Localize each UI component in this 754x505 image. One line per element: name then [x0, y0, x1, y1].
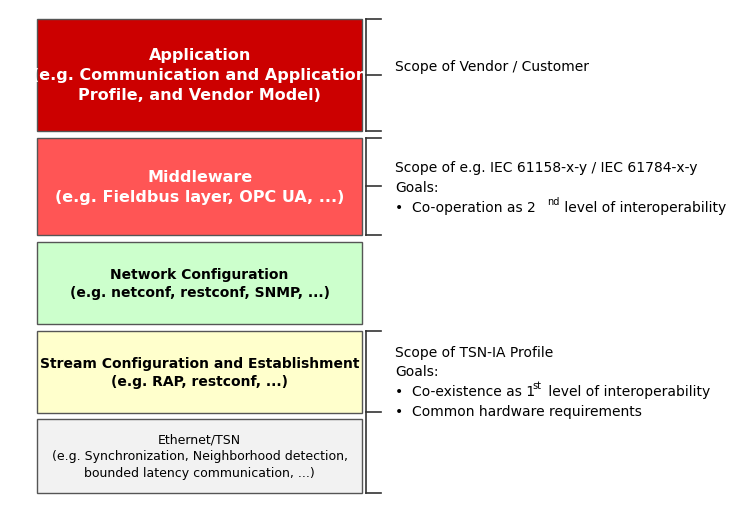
Text: nd: nd: [547, 197, 559, 207]
Text: Scope of TSN-IA Profile: Scope of TSN-IA Profile: [396, 345, 553, 360]
Text: st: st: [532, 380, 541, 390]
Text: •  Common hardware requirements: • Common hardware requirements: [396, 404, 642, 418]
Text: Goals:: Goals:: [396, 364, 439, 378]
Text: Ethernet/TSN
(e.g. Synchronization, Neighborhood detection,
bounded latency comm: Ethernet/TSN (e.g. Synchronization, Neig…: [52, 432, 348, 479]
FancyBboxPatch shape: [37, 139, 362, 235]
FancyBboxPatch shape: [37, 242, 362, 324]
Text: Middleware
(e.g. Fieldbus layer, OPC UA, ...): Middleware (e.g. Fieldbus layer, OPC UA,…: [55, 170, 345, 205]
Text: Scope of Vendor / Customer: Scope of Vendor / Customer: [396, 60, 590, 74]
Text: Network Configuration
(e.g. netconf, restconf, SNMP, ...): Network Configuration (e.g. netconf, res…: [69, 267, 329, 299]
Text: level of interoperability: level of interoperability: [560, 201, 727, 215]
Text: Stream Configuration and Establishment
(e.g. RAP, restconf, ...): Stream Configuration and Establishment (…: [40, 357, 360, 389]
Text: Scope of e.g. IEC 61158-x-y / IEC 61784-x-y: Scope of e.g. IEC 61158-x-y / IEC 61784-…: [396, 161, 698, 174]
FancyBboxPatch shape: [37, 332, 362, 413]
FancyBboxPatch shape: [37, 419, 362, 492]
Text: •  Co-operation as 2: • Co-operation as 2: [396, 201, 536, 215]
Text: level of interoperability: level of interoperability: [544, 384, 710, 398]
FancyBboxPatch shape: [37, 20, 362, 131]
Text: Application
(e.g. Communication and Application
Profile, and Vendor Model): Application (e.g. Communication and Appl…: [32, 48, 367, 103]
Text: Goals:: Goals:: [396, 180, 439, 194]
Text: •  Co-existence as 1: • Co-existence as 1: [396, 384, 535, 398]
